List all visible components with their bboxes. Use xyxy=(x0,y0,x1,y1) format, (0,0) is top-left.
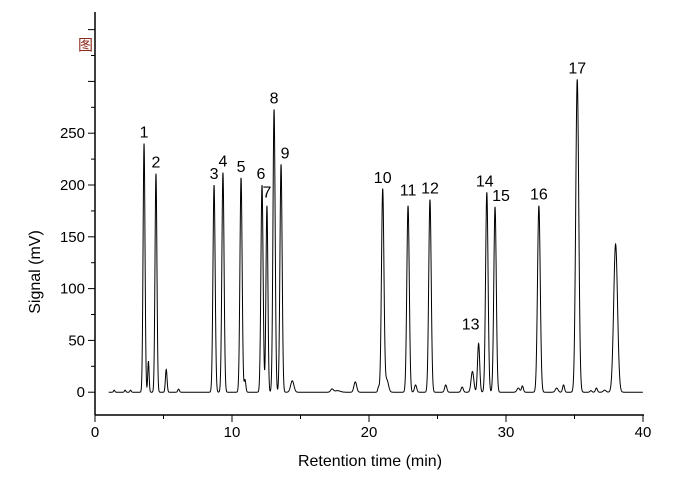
y-tick-label: 100 xyxy=(60,281,85,298)
axes: 0 50 100 150 200 250 0 10 20 30 40 xyxy=(60,12,651,441)
peak-label-2: 2 xyxy=(152,155,161,172)
x-axis-label: Retention time (min) xyxy=(298,453,442,470)
peak-label-3: 3 xyxy=(210,166,219,183)
signal-trace xyxy=(108,79,643,393)
peak-label-14: 14 xyxy=(476,173,494,190)
peak-label-11: 11 xyxy=(400,183,417,200)
peak-label-16: 16 xyxy=(530,187,548,204)
peak-label-15: 15 xyxy=(492,188,510,205)
figure-mark: 图 xyxy=(78,36,93,54)
y-tick-label: 200 xyxy=(60,177,85,194)
peak-label-7: 7 xyxy=(262,185,271,202)
peak-label-6: 6 xyxy=(257,166,266,183)
peak-label-17: 17 xyxy=(568,60,586,77)
x-tick-label: 40 xyxy=(635,424,652,441)
y-tick-label: 50 xyxy=(68,332,85,349)
y-tick-label: 250 xyxy=(60,125,85,142)
peak-label-4: 4 xyxy=(219,154,228,171)
peak-label-5: 5 xyxy=(237,159,246,176)
x-tick-label: 30 xyxy=(498,424,515,441)
y-axis-label: Signal (mV) xyxy=(27,230,44,314)
y-tick-label: 150 xyxy=(60,229,85,246)
peak-label-13: 13 xyxy=(462,317,480,334)
x-tick-label: 20 xyxy=(361,424,378,441)
peak-label-8: 8 xyxy=(270,90,279,107)
peak-label-10: 10 xyxy=(374,170,392,187)
peak-label-9: 9 xyxy=(281,145,290,162)
peak-label-1: 1 xyxy=(140,125,149,142)
x-tick-label: 0 xyxy=(91,424,99,441)
peak-label-12: 12 xyxy=(421,181,439,198)
x-tick-label: 10 xyxy=(224,424,241,441)
y-tick-label: 0 xyxy=(77,384,85,401)
